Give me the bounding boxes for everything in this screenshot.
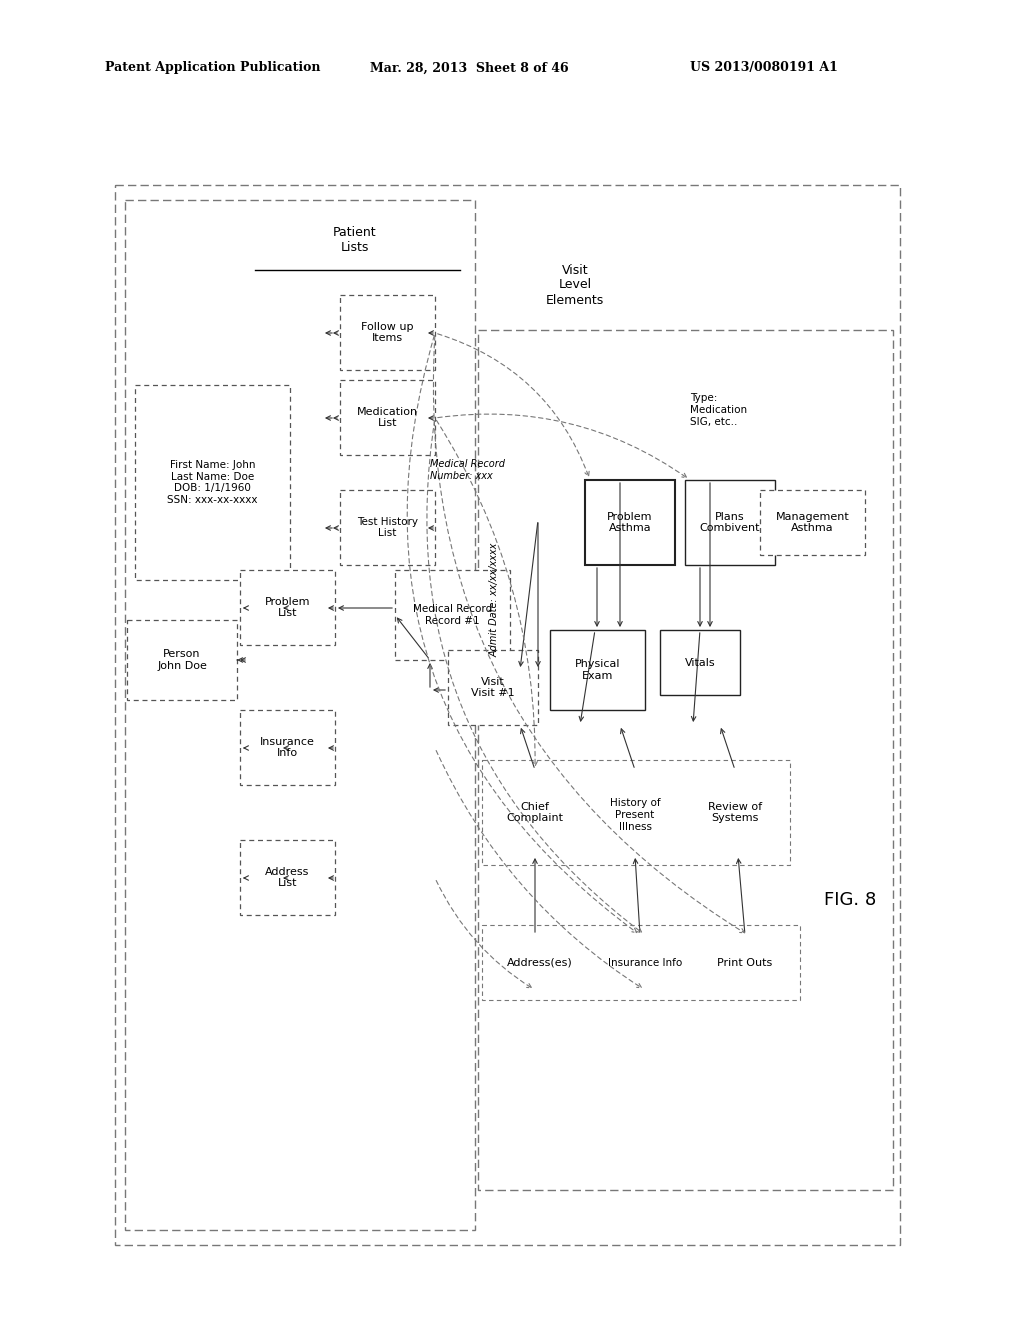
Text: Vitals: Vitals [685, 657, 716, 668]
FancyBboxPatch shape [127, 620, 237, 700]
FancyBboxPatch shape [685, 480, 775, 565]
FancyBboxPatch shape [593, 935, 698, 990]
Text: Patent Application Publication: Patent Application Publication [105, 62, 321, 74]
Text: Patient
Lists: Patient Lists [333, 226, 377, 253]
Text: Insurance Info: Insurance Info [608, 957, 683, 968]
Text: Visit
Level
Elements: Visit Level Elements [546, 264, 604, 306]
Text: Medical Record
Record #1: Medical Record Record #1 [413, 605, 493, 626]
Text: Medication
List: Medication List [357, 407, 418, 428]
Text: Management
Asthma: Management Asthma [775, 512, 849, 533]
Text: Plans
Combivent: Plans Combivent [699, 512, 760, 533]
FancyBboxPatch shape [590, 770, 680, 861]
FancyBboxPatch shape [585, 480, 675, 565]
FancyBboxPatch shape [690, 770, 780, 855]
Text: US 2013/0080191 A1: US 2013/0080191 A1 [690, 62, 838, 74]
Text: Problem
Asthma: Problem Asthma [607, 512, 652, 533]
Text: Problem
List: Problem List [265, 597, 310, 618]
FancyBboxPatch shape [700, 935, 790, 990]
FancyBboxPatch shape [482, 925, 800, 1001]
Text: Insurance
Info: Insurance Info [260, 737, 315, 758]
FancyBboxPatch shape [240, 570, 335, 645]
Text: Chief
Complaint: Chief Complaint [507, 801, 563, 824]
FancyBboxPatch shape [240, 710, 335, 785]
FancyBboxPatch shape [240, 840, 335, 915]
Text: Address
List: Address List [265, 867, 309, 888]
Text: Physical
Exam: Physical Exam [574, 659, 621, 681]
Text: Mar. 28, 2013  Sheet 8 of 46: Mar. 28, 2013 Sheet 8 of 46 [370, 62, 568, 74]
FancyBboxPatch shape [340, 490, 435, 565]
Text: Test History
List: Test History List [357, 516, 418, 539]
Text: Follow up
Items: Follow up Items [361, 322, 414, 343]
FancyBboxPatch shape [135, 385, 290, 579]
Text: FIG. 8: FIG. 8 [824, 891, 877, 909]
Text: History of
Present
Illness: History of Present Illness [609, 799, 660, 832]
FancyBboxPatch shape [340, 380, 435, 455]
Text: Visit
Visit #1: Visit Visit #1 [471, 677, 515, 698]
FancyBboxPatch shape [115, 185, 900, 1245]
FancyBboxPatch shape [660, 630, 740, 696]
FancyBboxPatch shape [490, 770, 580, 855]
FancyBboxPatch shape [490, 935, 590, 990]
Text: Medical Record
Number: xxx: Medical Record Number: xxx [430, 459, 505, 480]
Text: Person
John Doe: Person John Doe [157, 649, 207, 671]
FancyBboxPatch shape [482, 760, 790, 865]
FancyBboxPatch shape [449, 649, 538, 725]
FancyBboxPatch shape [478, 330, 893, 1191]
Text: Admit Date: xx/xx/xxxx: Admit Date: xx/xx/xxxx [490, 543, 500, 657]
FancyBboxPatch shape [760, 490, 865, 554]
Text: Address(es): Address(es) [507, 957, 572, 968]
Text: Print Outs: Print Outs [718, 957, 773, 968]
Text: First Name: John
Last Name: Doe
DOB: 1/1/1960
SSN: xxx-xx-xxxx: First Name: John Last Name: Doe DOB: 1/1… [167, 461, 258, 504]
FancyBboxPatch shape [395, 570, 510, 660]
FancyBboxPatch shape [340, 294, 435, 370]
FancyBboxPatch shape [125, 201, 475, 1230]
Text: Type:
Medication
SIG, etc..: Type: Medication SIG, etc.. [690, 393, 748, 426]
FancyBboxPatch shape [550, 630, 645, 710]
Text: Review of
Systems: Review of Systems [708, 801, 762, 824]
